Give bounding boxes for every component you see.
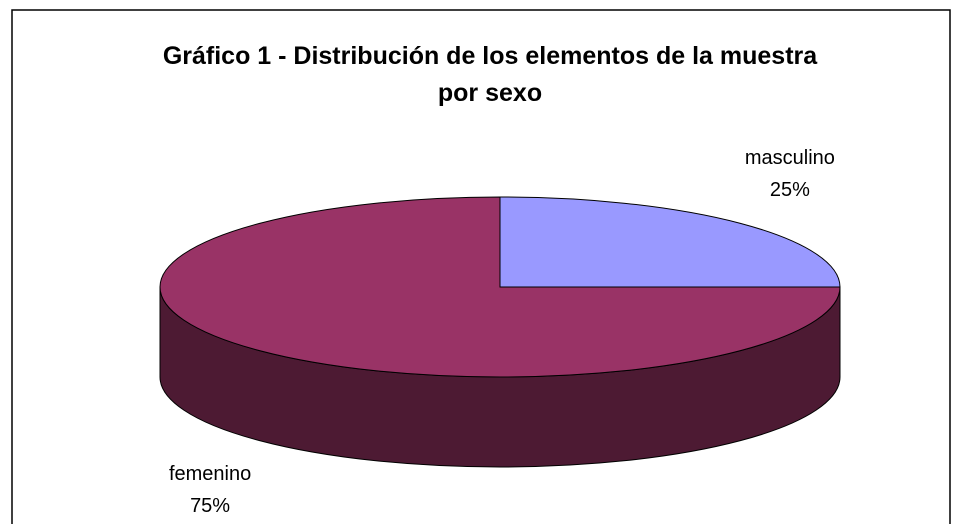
chart-title: Gráfico 1 - Distribución de los elemento… <box>162 42 818 107</box>
slice-value: 75% <box>190 495 230 517</box>
slice-value: 25% <box>770 179 810 201</box>
pie-slice <box>499 196 841 288</box>
pie-slice <box>159 196 841 378</box>
slice-label: masculino <box>745 147 835 169</box>
slice-label: femenino <box>169 463 251 485</box>
